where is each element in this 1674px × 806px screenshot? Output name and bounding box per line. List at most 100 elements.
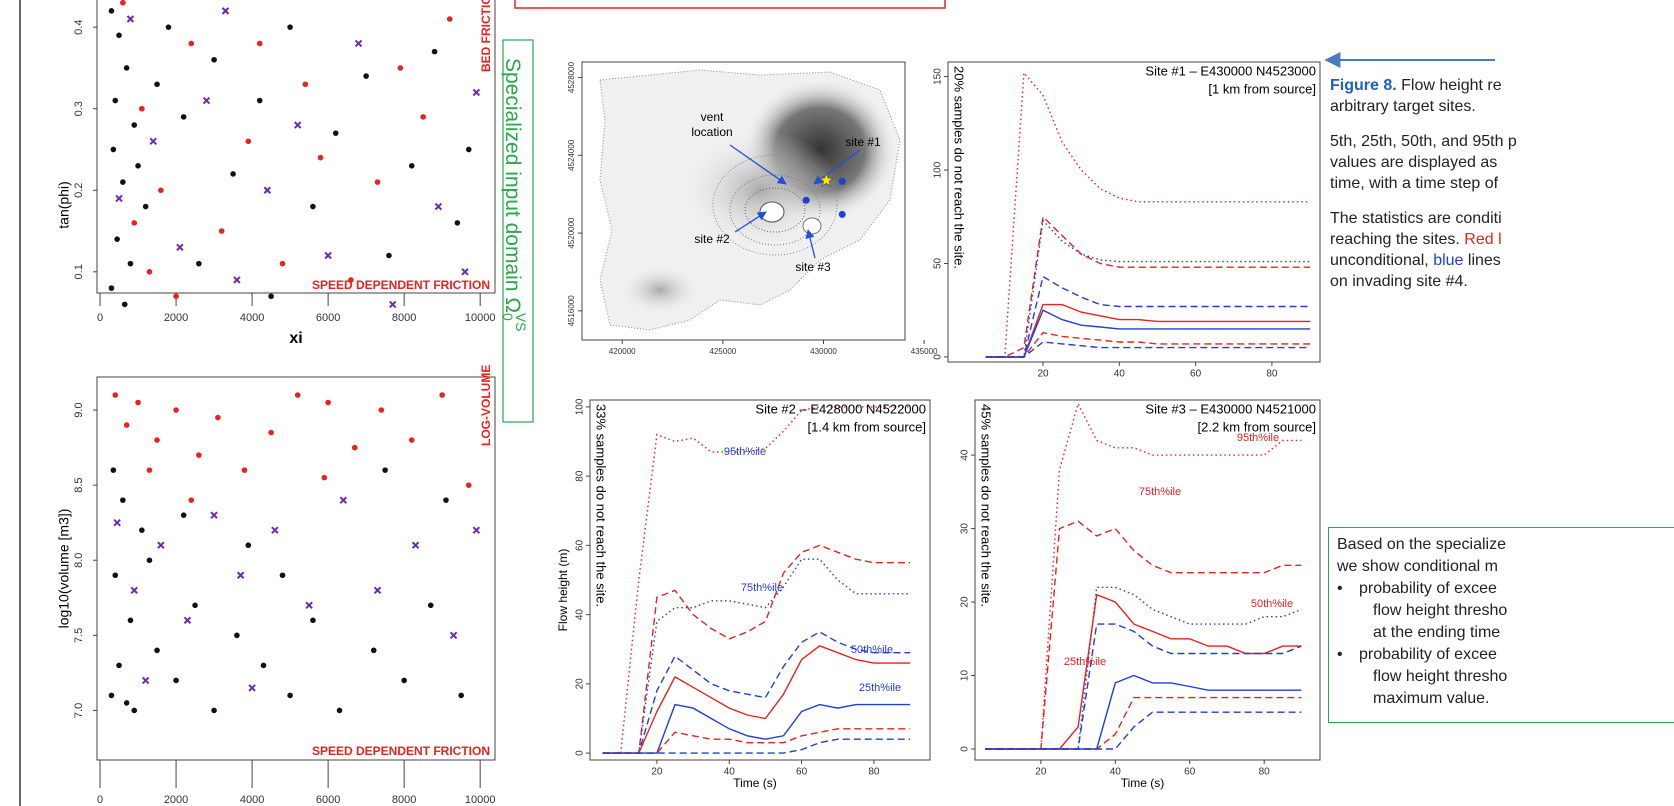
y-tick-label: 150 (933, 68, 944, 85)
x-tick-label: 4000 (240, 312, 264, 324)
point (333, 130, 339, 136)
series-line (603, 739, 910, 753)
percentile-label: 25th%ile (859, 682, 901, 694)
caption-line: reaching the sites. Red l (1330, 229, 1674, 250)
point (443, 497, 449, 503)
bullet-dot: • (1337, 644, 1343, 666)
point (473, 89, 479, 95)
site-point (839, 211, 846, 218)
point (458, 693, 464, 699)
annotation: SPEED DEPENDENT FRICTION (312, 744, 490, 758)
x-tick-label: 2000 (164, 312, 188, 324)
series-line (603, 407, 910, 753)
point (435, 204, 441, 210)
map-relief (600, 70, 900, 330)
point (306, 602, 312, 608)
percentile-label: 75th%ile (741, 582, 783, 594)
point (215, 415, 221, 421)
percentile-label: 95th%ile (1237, 432, 1279, 444)
point (401, 678, 407, 684)
x-tick-label: 425000 (710, 347, 737, 356)
point (143, 677, 149, 683)
point (135, 163, 141, 169)
x-tick-label: 10000 (465, 794, 496, 806)
caption-blue: blue (1433, 252, 1463, 269)
point (147, 269, 153, 275)
series-line (985, 595, 1301, 749)
series-line (985, 712, 1301, 749)
x-tick-label: 0 (97, 312, 103, 324)
point (257, 41, 263, 47)
site-title: Site #1 – E430000 N4523000 (1145, 63, 1316, 78)
point (363, 73, 369, 79)
x-tick-label: 6000 (316, 312, 340, 324)
y-tick-label: 4528000 (567, 61, 576, 93)
point (287, 693, 293, 699)
y-tick-label: 4516000 (567, 295, 576, 327)
point (120, 179, 126, 185)
site-subtitle: [1.4 km from source] (808, 419, 926, 434)
series-line (986, 333, 1310, 357)
y-tick-label: 100 (933, 161, 944, 178)
box-text: Based on the specialize (1337, 534, 1674, 556)
series-line (986, 277, 1310, 357)
y-tick-label: 100 (575, 398, 586, 415)
y-tick-label: 7.5 (73, 628, 85, 643)
y-tick-label: 8.5 (73, 477, 85, 492)
box-text: flow height thresho (1337, 666, 1674, 688)
series-line (985, 404, 1301, 749)
y-tick-label: 0 (575, 750, 586, 756)
x-tick-label: 10000 (465, 312, 496, 324)
y-tick-label: 8.0 (73, 553, 85, 568)
point (398, 65, 404, 71)
y-tick-label: 0.1 (73, 264, 85, 279)
point (188, 497, 194, 503)
point (114, 236, 120, 242)
point (124, 65, 130, 71)
point (203, 98, 209, 104)
annotation: BED FRICTION (479, 0, 493, 72)
plot-frame (97, 377, 495, 760)
point (211, 512, 217, 518)
point (379, 407, 385, 413)
series-line (985, 587, 1301, 749)
y-tick-label: 40 (960, 449, 971, 461)
plot-frame (975, 400, 1320, 760)
x-axis-label: xi (289, 330, 302, 347)
y-tick-label: 30 (960, 523, 971, 535)
point (116, 33, 122, 39)
y-axis-label: Flow height (m) (556, 549, 570, 632)
point (428, 602, 434, 608)
caption-text: arbitrary target sites. (1330, 96, 1674, 117)
point (234, 277, 240, 283)
x-tick-label: 0 (97, 794, 103, 806)
point (230, 171, 236, 177)
point (158, 542, 164, 548)
point (432, 49, 438, 55)
point (120, 0, 126, 6)
point (111, 467, 117, 473)
point (382, 467, 388, 473)
y-tick-label: 9.0 (73, 402, 85, 417)
point (116, 195, 122, 201)
caption-line: unconditional, blue lines (1330, 250, 1674, 271)
point (409, 163, 415, 169)
point (143, 204, 149, 210)
box-text: at the ending time (1337, 622, 1674, 644)
point (318, 155, 324, 161)
point (310, 618, 316, 624)
site-point (803, 197, 810, 204)
point (116, 663, 122, 669)
series-line (603, 729, 910, 753)
map-label: location (691, 125, 732, 139)
point (295, 392, 301, 398)
point (238, 572, 244, 578)
map-label: vent (701, 110, 724, 124)
point (264, 187, 270, 193)
point (466, 147, 472, 153)
point (196, 261, 202, 267)
point (352, 445, 358, 451)
point (287, 24, 293, 30)
point (131, 220, 137, 226)
box-text: probability of excee (1359, 580, 1497, 597)
